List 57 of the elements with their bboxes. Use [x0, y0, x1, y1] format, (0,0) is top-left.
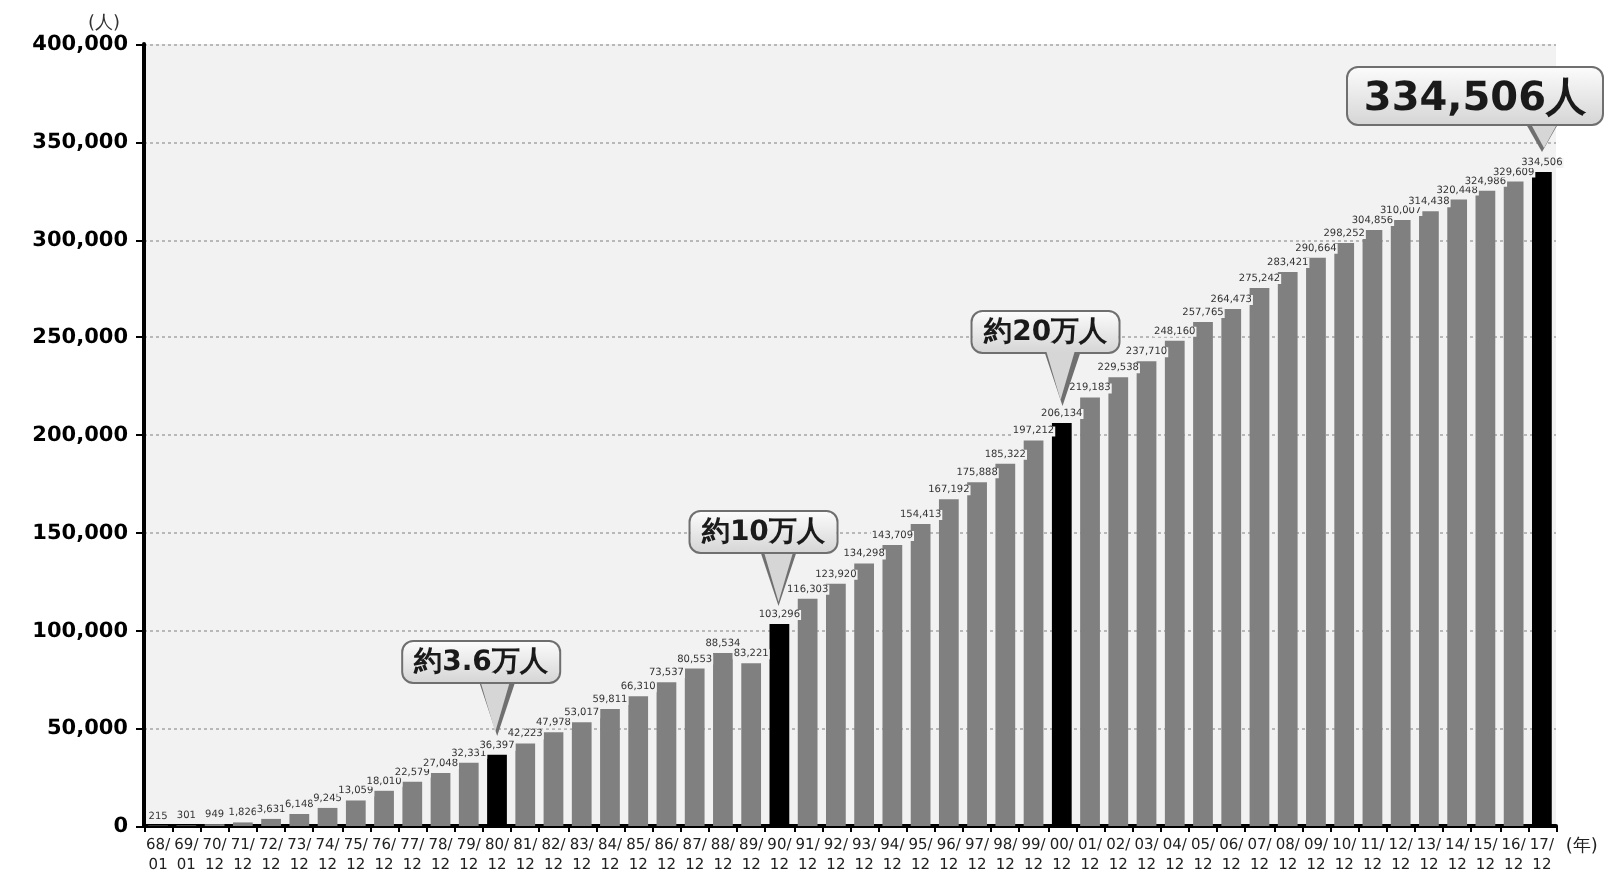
- bar: [1475, 190, 1496, 826]
- bar: [1277, 271, 1298, 826]
- bar: [656, 682, 677, 826]
- bar: [289, 813, 310, 826]
- bar: [1390, 219, 1411, 826]
- bar: [797, 598, 818, 826]
- bar: [458, 762, 479, 826]
- bar: [1334, 242, 1355, 826]
- bar: [1419, 211, 1439, 826]
- y-tick-label: 100,000: [32, 618, 128, 643]
- y-axis-title: (人): [87, 12, 120, 35]
- bar: [1447, 199, 1468, 826]
- bar: [938, 499, 959, 826]
- bar: [430, 773, 451, 826]
- bar: [967, 482, 987, 826]
- bar: [1306, 257, 1326, 826]
- y-tick-label: 350,000: [32, 129, 128, 154]
- bar: [374, 790, 394, 826]
- annotation: 約3.6万人: [414, 646, 548, 679]
- bar: [1023, 440, 1044, 826]
- bar: [882, 545, 903, 826]
- y-tick-label: 250,000: [32, 325, 128, 350]
- bar: [826, 583, 846, 826]
- bar: [543, 732, 564, 826]
- bar: [317, 807, 338, 826]
- bar: [1080, 397, 1100, 826]
- y-tick-label: 150,000: [32, 520, 128, 545]
- bar: [628, 696, 649, 826]
- bar: [741, 663, 762, 826]
- annotation: 約10万人: [701, 516, 825, 549]
- bar: [1221, 308, 1242, 826]
- bar: [1108, 377, 1129, 826]
- bar: [261, 818, 281, 826]
- y-tick-label: 300,000: [32, 227, 128, 252]
- bar: [1362, 230, 1383, 826]
- bar: [1193, 322, 1213, 826]
- y-tick-label: 400,000: [32, 32, 128, 56]
- bar: [571, 722, 592, 826]
- bar: [684, 668, 705, 826]
- bar: [515, 743, 536, 826]
- annotation: 334,506人: [1363, 72, 1586, 121]
- bar: [1136, 361, 1157, 826]
- bar: [995, 463, 1016, 826]
- bar: [600, 709, 620, 826]
- bar: [713, 652, 733, 826]
- y-tick-label: 50,000: [46, 716, 128, 741]
- bar: [1503, 181, 1524, 826]
- annotation: 約20万人: [984, 315, 1108, 347]
- bar: [854, 563, 874, 826]
- bar: [1164, 340, 1185, 826]
- y-tick-label: 0: [113, 814, 128, 838]
- bar: [402, 781, 423, 826]
- bar: [1249, 287, 1270, 826]
- bar: [910, 524, 931, 826]
- y-tick-label: 200,000: [32, 423, 128, 447]
- x-axis-title: (年): [1565, 835, 1598, 857]
- bar: [345, 800, 366, 826]
